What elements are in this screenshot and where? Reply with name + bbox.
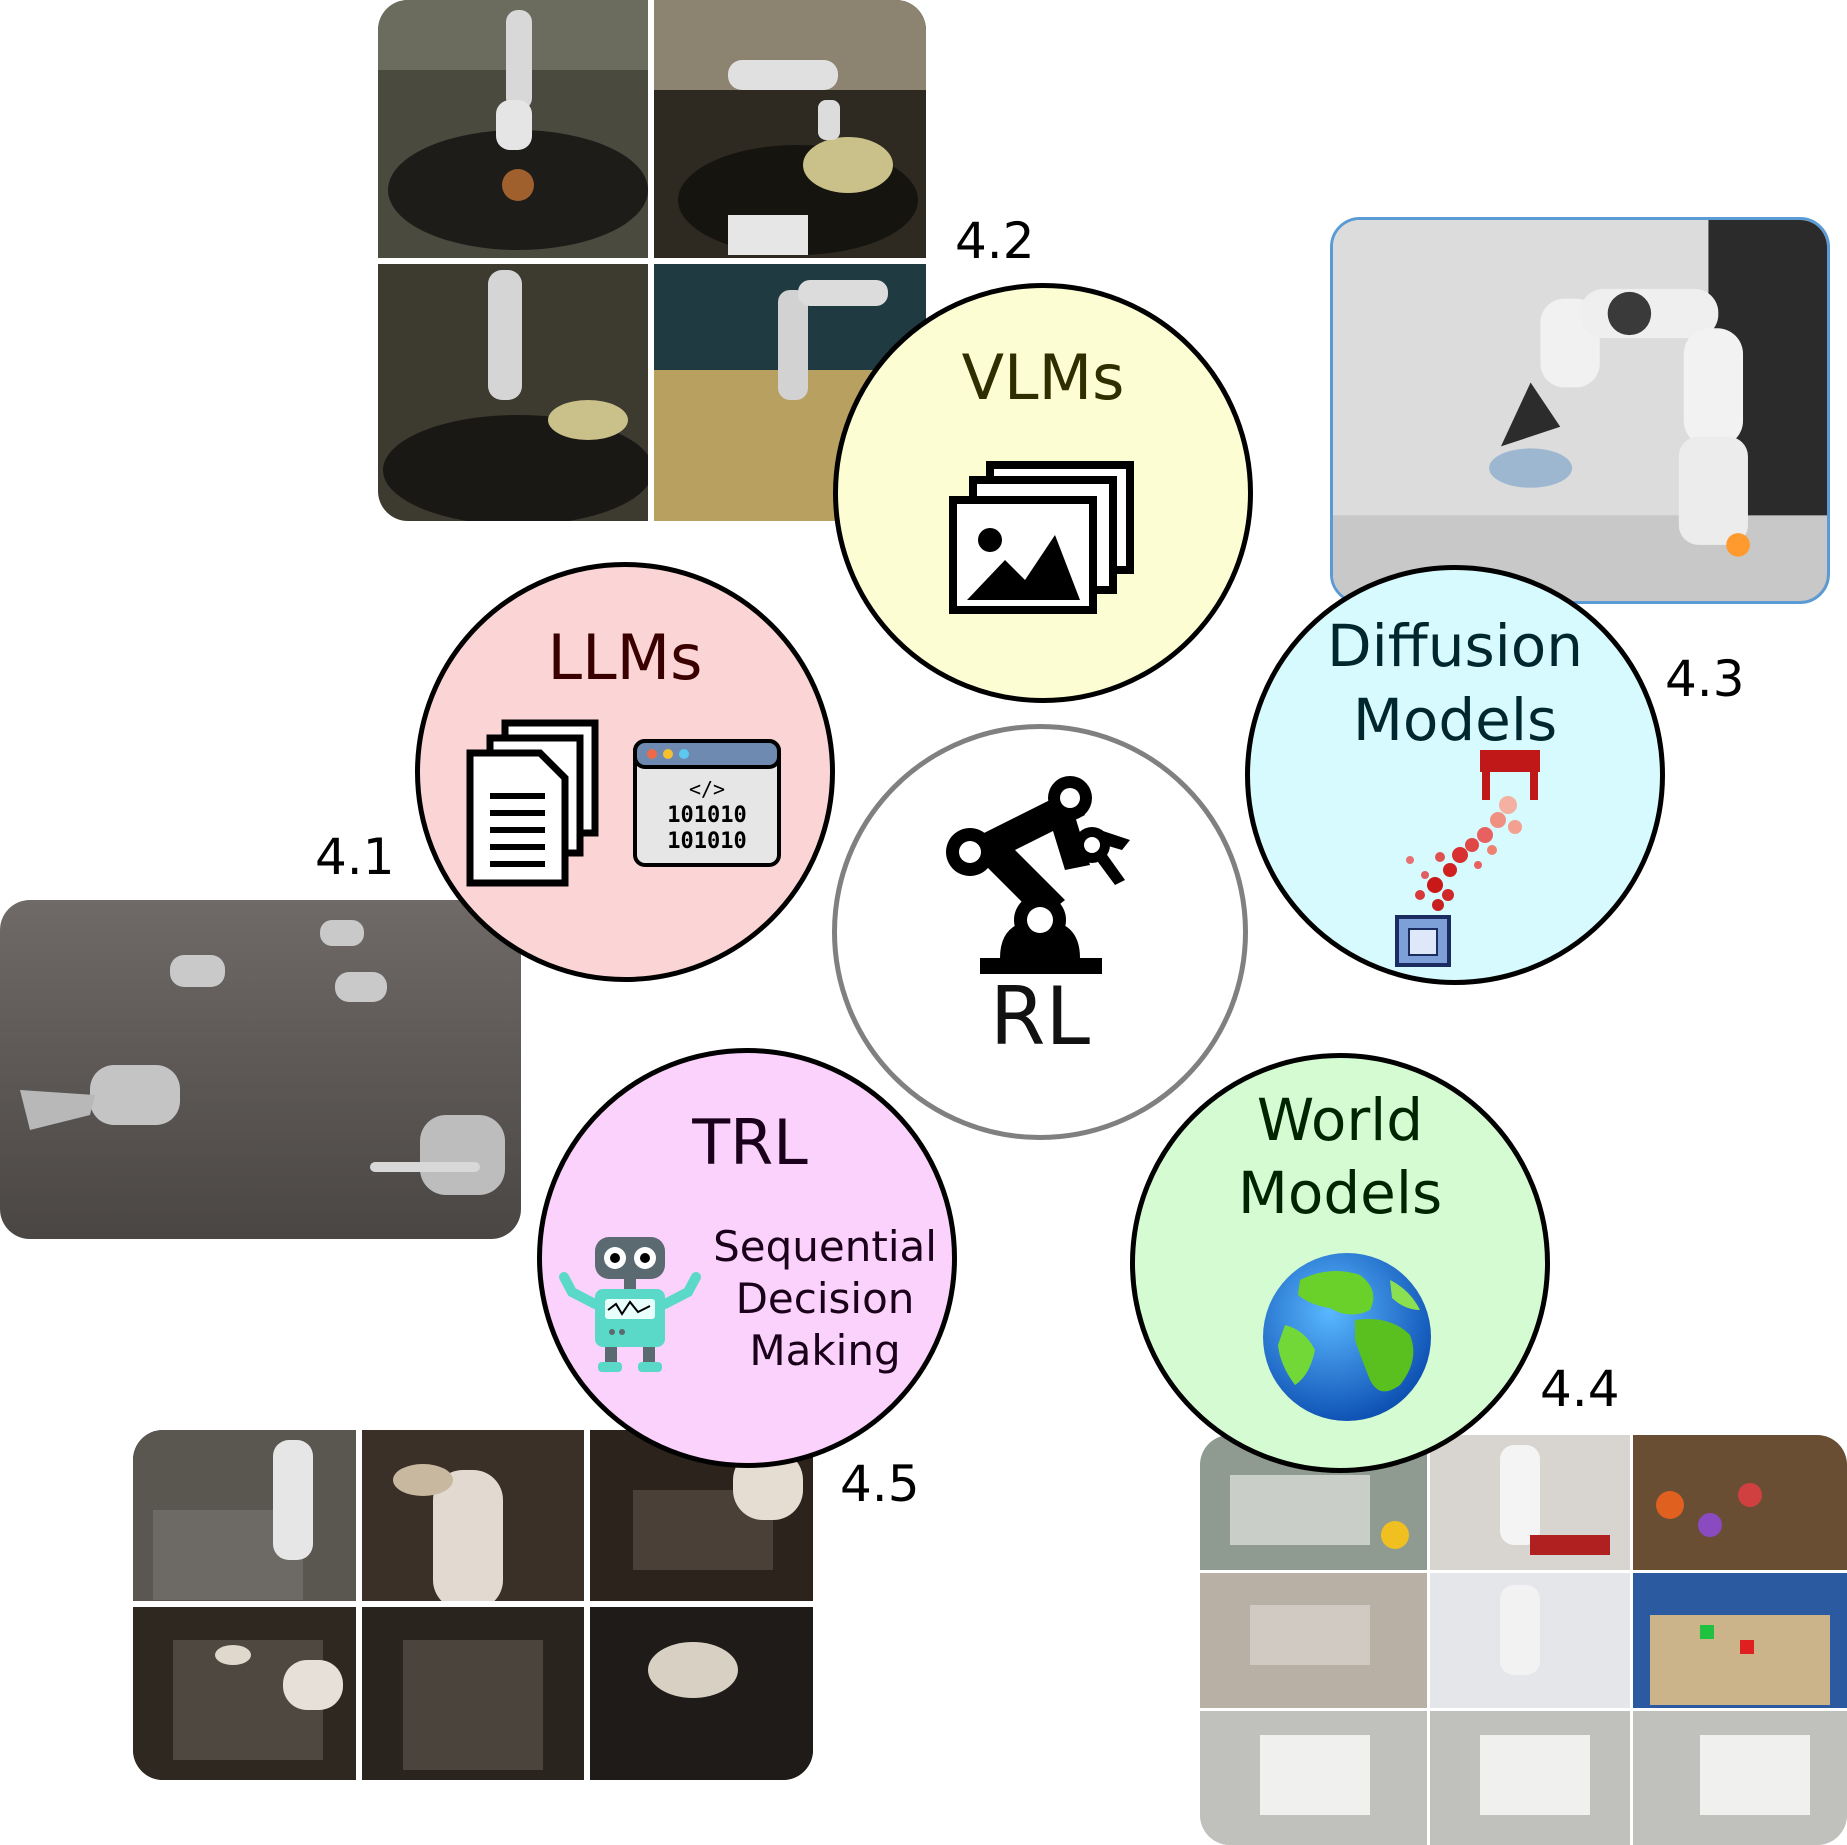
code-tag-text: </> [689, 777, 725, 801]
diffusion-label-line-2: Models [1352, 686, 1558, 754]
gripper-particles-icon [1380, 745, 1550, 970]
section-number-4-3: 4.3 [1665, 650, 1745, 708]
world-models-label-line-1: World [1256, 1086, 1424, 1154]
code-line-2-text: 101010 [667, 829, 746, 854]
trl-caption-line-3: Making [749, 1326, 901, 1375]
trl-caption-line-1: Sequential [713, 1222, 937, 1271]
vlms-label: VLMs [961, 341, 1125, 414]
section-number-4-2: 4.2 [955, 212, 1035, 270]
diffusion-circle [1245, 565, 1665, 985]
trl-label: TRL [692, 1106, 808, 1179]
globe-icon [1260, 1250, 1435, 1425]
images-icon [945, 460, 1140, 620]
llms-example-photo [0, 900, 521, 1239]
robot-icon [550, 1232, 710, 1377]
diffusion-label-line-1: Diffusion [1326, 612, 1584, 680]
trl-caption-line-2: Decision [735, 1274, 915, 1323]
trl-example-photo-grid [133, 1430, 813, 1780]
code-window-icon: </> 101010 101010 [632, 738, 782, 868]
section-number-4-4: 4.4 [1540, 1360, 1620, 1418]
rl-label: RL [989, 970, 1091, 1063]
section-number-4-1: 4.1 [315, 828, 395, 886]
section-number-4-5: 4.5 [840, 1455, 920, 1513]
world-models-label-line-2: Models [1237, 1159, 1443, 1227]
diffusion-example-photo [1330, 217, 1830, 604]
llms-label: LLMs [547, 621, 703, 694]
robot-arm-icon [940, 770, 1140, 985]
code-line-1-text: 101010 [667, 803, 746, 828]
documents-icon [465, 718, 605, 888]
world-models-example-photo-grid [1200, 1435, 1847, 1845]
